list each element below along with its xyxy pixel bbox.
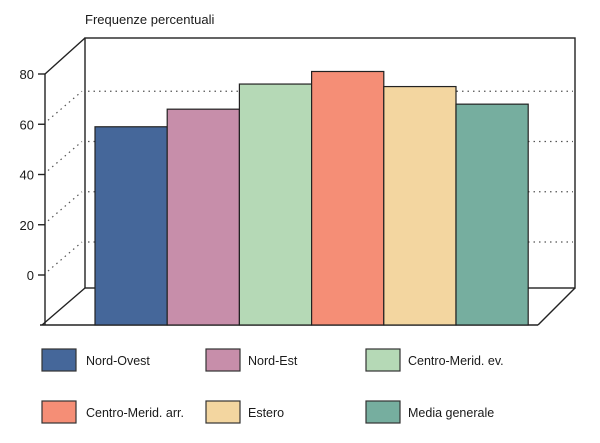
gridline-side [47,90,83,121]
legend-label: Centro-Merid. arr. [86,406,184,420]
legend-swatch [365,348,401,372]
bar-media-generale [455,103,529,326]
bar-estero [383,85,457,326]
legend-label: Centro-Merid. ev. [408,354,504,368]
legend-swatch [365,400,401,424]
side-wall-bottom-edge [41,287,86,326]
bar-centro-merid-arr- [311,70,385,326]
legend-swatch [205,348,241,372]
y-tick-label: 40 [20,168,34,183]
legend-label: Nord-Ovest [86,354,150,368]
legend-label: Nord-Est [248,354,298,368]
floor-right-edge [537,287,576,326]
chart-title: Frequenze percentuali [85,12,214,27]
side-wall-top-edge [44,37,86,75]
y-tick-label: 20 [20,218,34,233]
bar-centro-merid-ev- [238,83,313,326]
gridline-side [47,141,83,171]
legend-label: Media generale [408,406,494,420]
y-tick-label: 0 [27,268,34,283]
y-tick-label: 60 [20,117,34,132]
y-tick-label: 80 [20,67,34,82]
legend-swatch [41,400,77,424]
legend-swatch [205,400,241,424]
legend-label: Estero [248,406,284,420]
gridline-side [47,241,83,272]
gridline-side [47,191,83,222]
legend-swatch [41,348,77,372]
bar-nord-ovest [94,126,168,326]
bar-nord-est [166,108,240,326]
